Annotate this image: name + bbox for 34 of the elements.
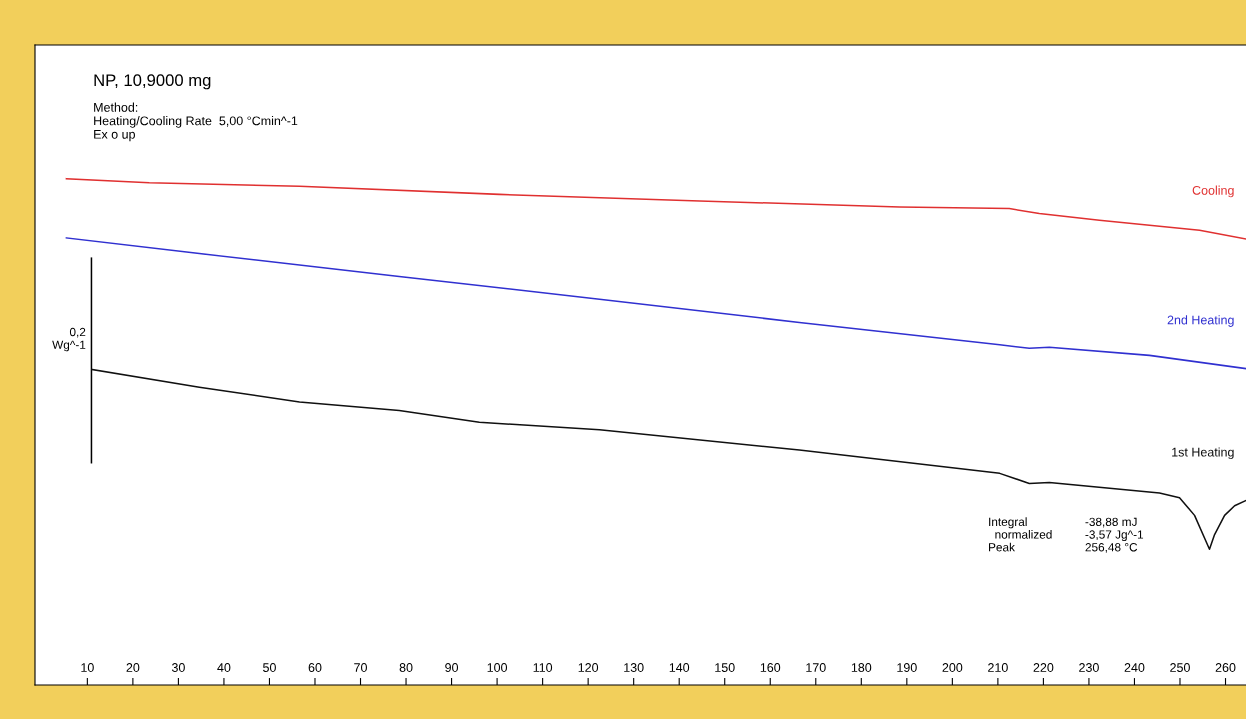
x-tick-label: 100 [487,663,508,672]
annotation: -38,88 mJ -3,57 Jg^-1 256,48 °C [1085,517,1144,553]
x-tick-label: 180 [851,663,872,672]
x-tick-label: 200 [942,663,963,672]
chart-subtitle: Method: Heating/Cooling Rate 5,00 °Cmin^-1 Ex o up [94,102,298,142]
x-tick-label: 260 [1215,663,1236,672]
text: 1st Heating [1172,447,1234,460]
chart-title: NP, 10,9000 mg [94,74,211,90]
annotation: Integral normalized Peak [989,517,1052,552]
x-tick-label: 240 [1124,663,1145,672]
x-tick-label: 170 [806,663,826,672]
x-tick-label: 140 [669,663,690,672]
x-tick-label: 90 [445,663,459,672]
annotation: 0,2 Wg^-1 [52,327,86,352]
x-tick-label: 20 [126,663,140,672]
text: 2nd Heating [1167,315,1234,327]
x-tick-label: 210 [988,663,1008,672]
x-tick-label: 50 [263,663,276,672]
x-tick-label: 80 [399,663,413,672]
x-tick-label: 110 [533,663,553,672]
x-tick-label: 220 [1033,663,1054,672]
x-tick-label: 60 [308,663,322,672]
x-tick-label: 150 [715,663,735,672]
x-tick-label: 70 [354,663,367,672]
x-tick-label: 10 [81,663,94,672]
text: Cooling [1192,185,1234,198]
x-tick-label: 130 [624,663,644,672]
x-tick-label: 120 [578,663,599,672]
x-tick-label: 250 [1170,663,1190,672]
x-tick-label: 190 [897,663,917,672]
x-tick-label: 230 [1079,663,1099,672]
x-tick-label: 160 [760,663,781,672]
x-tick-label: 40 [217,663,231,672]
x-tick-label: 30 [171,663,185,672]
